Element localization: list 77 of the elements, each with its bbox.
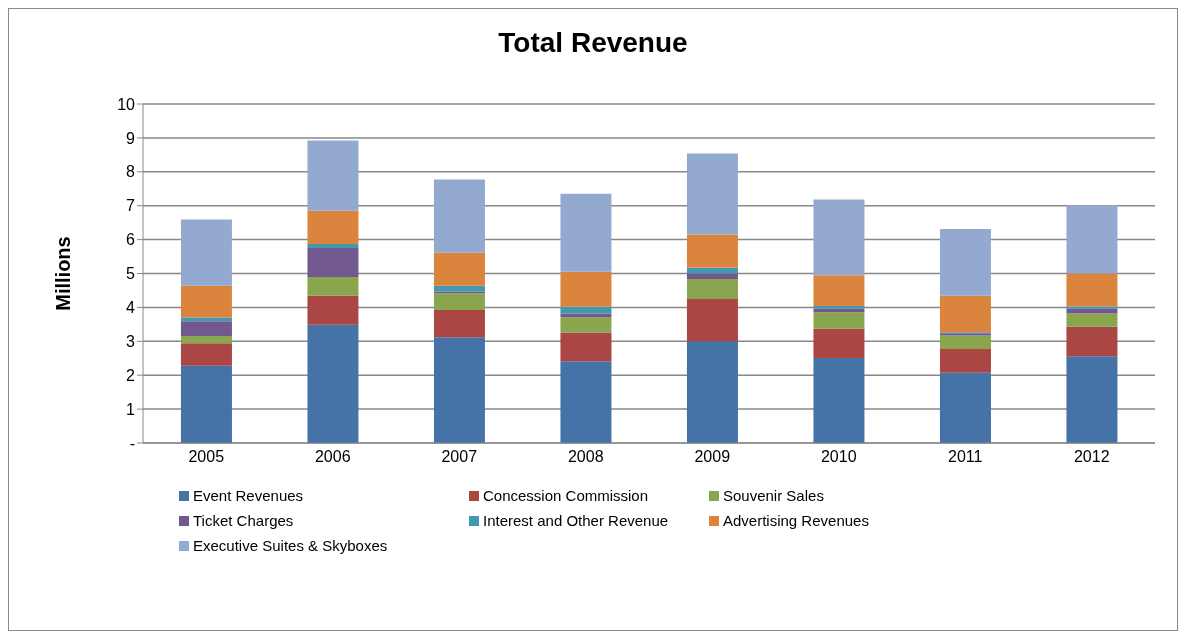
bar xyxy=(1066,356,1118,443)
bar xyxy=(1066,273,1118,307)
bar xyxy=(560,306,612,314)
bar xyxy=(560,317,612,333)
bar xyxy=(560,361,612,443)
legend-label: Souvenir Sales xyxy=(723,487,824,504)
bar xyxy=(813,199,865,276)
bar xyxy=(180,321,232,336)
bar xyxy=(1066,205,1118,274)
x-tick-label: 2008 xyxy=(567,448,604,466)
bar xyxy=(560,332,612,362)
bar xyxy=(433,337,485,443)
bar xyxy=(686,298,738,342)
bar xyxy=(307,210,359,245)
bar xyxy=(813,275,865,307)
bar xyxy=(307,244,359,249)
bar xyxy=(180,365,232,443)
bar xyxy=(939,372,991,443)
bar xyxy=(939,295,991,333)
chart-title: Total Revenue xyxy=(497,27,689,59)
bar xyxy=(307,295,359,325)
y-tick-label: 9 xyxy=(126,129,136,147)
y-tick-label: 2 xyxy=(126,366,136,384)
bar xyxy=(813,312,865,329)
bar xyxy=(1066,326,1118,357)
x-tick-label: 2012 xyxy=(1073,448,1110,466)
bar xyxy=(813,357,865,443)
bar xyxy=(1066,308,1118,314)
y-tick-label: 1 xyxy=(126,400,136,418)
legend-label: Executive Suites & Skyboxes xyxy=(193,537,388,554)
y-tick-label: 7 xyxy=(126,197,136,215)
bar xyxy=(307,324,359,443)
bar xyxy=(686,234,738,268)
x-tick-label: 2006 xyxy=(314,448,351,466)
bar xyxy=(307,248,359,277)
x-tick-label: 2005 xyxy=(188,448,225,466)
bar xyxy=(307,140,359,211)
bar xyxy=(813,306,865,309)
bar xyxy=(180,219,232,286)
x-tick-label: 2009 xyxy=(694,448,731,466)
bar xyxy=(433,310,485,338)
legend-label: Interest and Other Revenue xyxy=(483,512,669,529)
bar xyxy=(1066,313,1118,327)
bar xyxy=(560,193,612,272)
y-axis-title: Millions xyxy=(52,236,75,311)
bar xyxy=(686,153,738,235)
bar xyxy=(433,293,485,311)
bar xyxy=(939,349,991,373)
legend-label: Event Revenues xyxy=(193,487,304,504)
bar xyxy=(180,285,232,318)
bar xyxy=(1066,306,1118,309)
x-tick-label: 2010 xyxy=(820,448,857,466)
bar xyxy=(686,341,738,443)
bar xyxy=(560,271,612,307)
y-tick-label: 3 xyxy=(126,332,136,350)
x-tick-label: 2011 xyxy=(948,448,983,466)
legend-label: Advertising Revenues xyxy=(723,512,869,529)
bar xyxy=(939,229,991,296)
y-tick-label: 6 xyxy=(126,231,136,249)
y-tick-label: 10 xyxy=(117,95,136,113)
bar xyxy=(307,276,359,296)
y-tick-label: 8 xyxy=(126,163,136,181)
y-tick-label: - xyxy=(129,434,135,452)
bar xyxy=(686,278,738,299)
bar xyxy=(686,273,738,279)
bar xyxy=(180,343,232,366)
bar xyxy=(433,252,485,286)
bar xyxy=(686,267,738,274)
y-tick-label: 5 xyxy=(126,265,136,283)
y-tick-label: 4 xyxy=(126,299,136,317)
legend-label: Concession Commission xyxy=(483,487,649,504)
x-tick-label: 2007 xyxy=(441,448,478,466)
bar xyxy=(813,328,865,358)
legend-label: Ticket Charges xyxy=(193,512,294,529)
bar xyxy=(939,335,991,350)
bar xyxy=(433,179,485,253)
bar xyxy=(180,335,232,344)
